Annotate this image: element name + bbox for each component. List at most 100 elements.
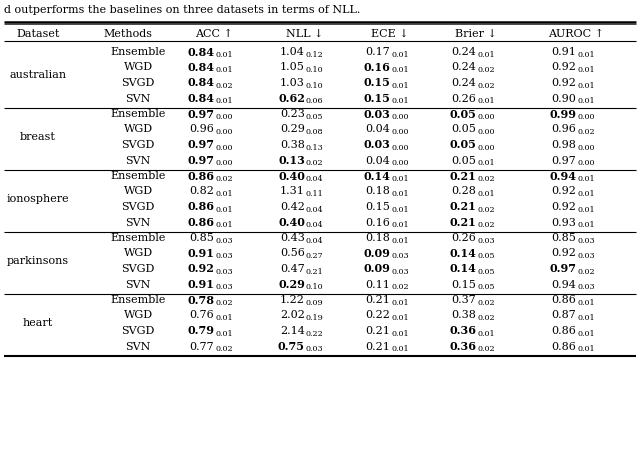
Text: 0.14: 0.14 <box>363 170 390 181</box>
Text: 0.86: 0.86 <box>551 342 576 351</box>
Text: 0.01: 0.01 <box>215 330 232 338</box>
Text: Ensemble: Ensemble <box>110 47 166 57</box>
Text: 0.22: 0.22 <box>306 330 324 338</box>
Text: 0.86: 0.86 <box>187 202 214 213</box>
Text: SVGD: SVGD <box>122 202 155 212</box>
Text: 0.86: 0.86 <box>187 170 214 181</box>
Text: breast: breast <box>20 132 56 142</box>
Text: 0.92: 0.92 <box>551 62 576 72</box>
Text: 0.96: 0.96 <box>189 125 214 135</box>
Text: 0.02: 0.02 <box>577 268 595 276</box>
Text: 0.05: 0.05 <box>477 252 495 260</box>
Text: 0.01: 0.01 <box>477 191 495 198</box>
Text: 0.97: 0.97 <box>187 140 214 151</box>
Text: 0.24: 0.24 <box>451 62 476 72</box>
Text: 0.03: 0.03 <box>363 109 390 120</box>
Text: 0.96: 0.96 <box>551 125 576 135</box>
Text: 0.21: 0.21 <box>306 268 324 276</box>
Text: 0.21: 0.21 <box>449 202 476 213</box>
Text: 0.02: 0.02 <box>391 284 408 291</box>
Text: 0.36: 0.36 <box>449 341 476 352</box>
Text: 0.62: 0.62 <box>278 93 305 104</box>
Text: 0.26: 0.26 <box>451 93 476 104</box>
Text: 0.01: 0.01 <box>391 299 408 307</box>
Text: 0.14: 0.14 <box>449 248 476 259</box>
Text: 0.97: 0.97 <box>187 109 214 120</box>
Text: 2.02: 2.02 <box>280 311 305 321</box>
Text: 0.01: 0.01 <box>577 299 595 307</box>
Text: 0.08: 0.08 <box>306 128 323 136</box>
Text: 0.02: 0.02 <box>577 128 595 136</box>
Text: 0.01: 0.01 <box>215 314 232 322</box>
Text: 0.12: 0.12 <box>306 51 324 59</box>
Text: 0.84: 0.84 <box>187 77 214 88</box>
Text: 2.14: 2.14 <box>280 326 305 336</box>
Text: 0.05: 0.05 <box>449 140 476 151</box>
Text: 0.02: 0.02 <box>215 82 232 90</box>
Text: 1.31: 1.31 <box>280 186 305 196</box>
Text: 0.13: 0.13 <box>306 144 324 152</box>
Text: 0.00: 0.00 <box>391 128 408 136</box>
Text: 0.87: 0.87 <box>551 311 576 321</box>
Text: 0.21: 0.21 <box>449 170 476 181</box>
Text: 0.03: 0.03 <box>577 237 595 245</box>
Text: 0.02: 0.02 <box>215 299 232 307</box>
Text: 0.10: 0.10 <box>306 66 324 74</box>
Text: 0.15: 0.15 <box>365 202 390 212</box>
Text: 1.04: 1.04 <box>280 47 305 57</box>
Text: 0.05: 0.05 <box>306 113 323 121</box>
Text: 0.98: 0.98 <box>551 140 576 150</box>
Text: 0.09: 0.09 <box>363 263 390 274</box>
Text: 0.00: 0.00 <box>577 113 595 121</box>
Text: 0.01: 0.01 <box>477 330 495 338</box>
Text: 0.37: 0.37 <box>451 295 476 305</box>
Text: 0.01: 0.01 <box>391 51 408 59</box>
Text: 1.03: 1.03 <box>280 78 305 88</box>
Text: 0.02: 0.02 <box>477 66 495 74</box>
Text: 0.15: 0.15 <box>363 77 390 88</box>
Text: heart: heart <box>23 318 53 328</box>
Text: 0.00: 0.00 <box>391 159 408 167</box>
Text: 0.91: 0.91 <box>187 279 214 290</box>
Text: 0.86: 0.86 <box>551 326 576 336</box>
Text: 0.02: 0.02 <box>477 206 495 214</box>
Text: Ensemble: Ensemble <box>110 295 166 305</box>
Text: 0.38: 0.38 <box>280 140 305 150</box>
Text: 0.15: 0.15 <box>451 279 476 289</box>
Text: 0.00: 0.00 <box>391 113 408 121</box>
Text: 0.13: 0.13 <box>278 155 305 166</box>
Text: 0.03: 0.03 <box>306 345 324 353</box>
Text: 0.01: 0.01 <box>391 175 408 183</box>
Text: parkinsons: parkinsons <box>7 256 69 266</box>
Text: 0.01: 0.01 <box>477 51 495 59</box>
Text: 0.09: 0.09 <box>363 248 390 259</box>
Text: 0.85: 0.85 <box>189 233 214 243</box>
Text: Brier ↓: Brier ↓ <box>455 29 497 39</box>
Text: 0.84: 0.84 <box>187 62 214 73</box>
Text: AUROC ↑: AUROC ↑ <box>548 29 604 39</box>
Text: 0.16: 0.16 <box>365 218 390 228</box>
Text: 1.22: 1.22 <box>280 295 305 305</box>
Text: SVGD: SVGD <box>122 326 155 336</box>
Text: 0.05: 0.05 <box>477 268 495 276</box>
Text: 0.01: 0.01 <box>577 206 595 214</box>
Text: 0.85: 0.85 <box>551 233 576 243</box>
Text: 0.05: 0.05 <box>477 284 495 291</box>
Text: 0.03: 0.03 <box>215 237 232 245</box>
Text: 0.93: 0.93 <box>551 218 576 228</box>
Text: 0.56: 0.56 <box>280 249 305 258</box>
Text: 0.03: 0.03 <box>577 252 595 260</box>
Text: 0.03: 0.03 <box>391 268 408 276</box>
Text: NLL ↓: NLL ↓ <box>286 29 324 39</box>
Text: WGD: WGD <box>124 249 152 258</box>
Text: WGD: WGD <box>124 186 152 196</box>
Text: 0.01: 0.01 <box>391 314 408 322</box>
Text: 0.02: 0.02 <box>215 345 232 353</box>
Text: 0.00: 0.00 <box>577 159 595 167</box>
Text: 0.84: 0.84 <box>187 47 214 58</box>
Text: 0.02: 0.02 <box>477 345 495 353</box>
Text: 0.92: 0.92 <box>551 249 576 258</box>
Text: 0.92: 0.92 <box>187 263 214 274</box>
Text: 0.92: 0.92 <box>551 78 576 88</box>
Text: 0.04: 0.04 <box>306 221 324 229</box>
